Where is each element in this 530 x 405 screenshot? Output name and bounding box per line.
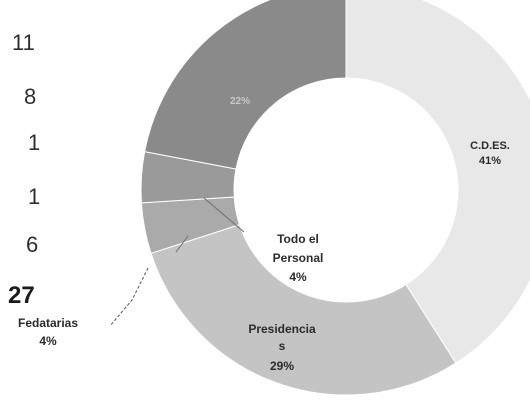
label-presidencias-pct: 29% bbox=[270, 359, 294, 373]
donut-slice-presidencias bbox=[150, 223, 457, 396]
label-presidencias-name-2: s bbox=[279, 339, 286, 353]
donut-slice-c-d-es- bbox=[345, 0, 530, 364]
count-value: 6 bbox=[26, 232, 39, 257]
leader-line-fedatarias bbox=[109, 267, 149, 327]
label-todo-name-2: Personal bbox=[273, 251, 324, 265]
count-value: 11 bbox=[12, 30, 35, 55]
label-presidencias-name: Presidencia bbox=[248, 322, 316, 336]
slices-group bbox=[140, 0, 530, 396]
label-faded-pct: 22% bbox=[230, 96, 250, 107]
leader-line-todo-outer bbox=[175, 235, 189, 253]
count-value: 1 bbox=[28, 184, 41, 209]
leader-line-todo bbox=[203, 197, 245, 233]
label-cdes-pct: 41% bbox=[479, 155, 501, 167]
label-todo-pct: 4% bbox=[289, 270, 307, 284]
count-value: 1 bbox=[28, 130, 41, 155]
count-value: 8 bbox=[24, 84, 37, 109]
label-fedatarias-pct: 4% bbox=[39, 334, 57, 348]
label-todo-name: Todo el bbox=[277, 232, 319, 246]
donut-slice-unlabeled bbox=[144, 0, 347, 170]
label-cdes-name: C.D.ES. bbox=[470, 140, 510, 152]
count-total: 27 bbox=[8, 282, 35, 309]
label-fedatarias-name: Fedatarias bbox=[18, 316, 78, 330]
